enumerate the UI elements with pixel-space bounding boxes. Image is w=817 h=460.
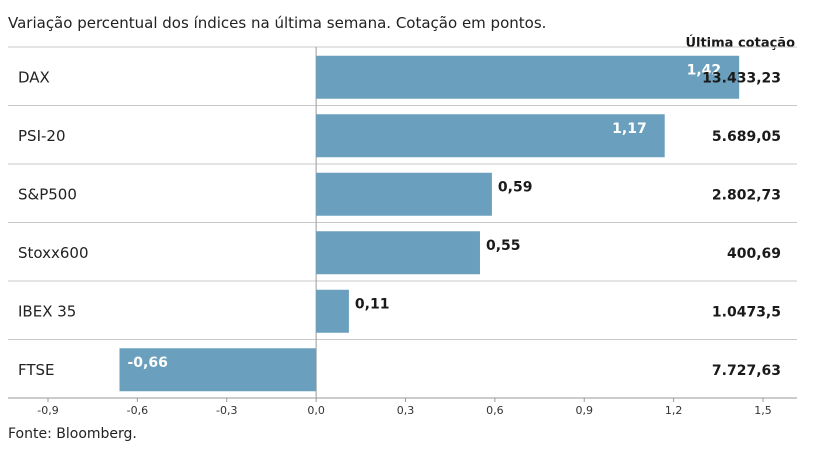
value-label: -0,66 <box>128 355 168 371</box>
source-footer: Fonte: Bloomberg. <box>8 426 137 442</box>
x-tick-label: -0,6 <box>127 404 148 417</box>
bar <box>119 348 317 392</box>
value-label: 0,59 <box>498 179 533 195</box>
x-tick-label: -0,3 <box>216 404 237 417</box>
bar <box>316 289 349 333</box>
value-label: 1,17 <box>612 121 647 137</box>
quote-value: 400,69 <box>727 246 781 262</box>
category-label: FTSE <box>18 361 55 379</box>
category-label: PSI-20 <box>18 127 66 145</box>
value-label: 0,11 <box>355 296 390 312</box>
x-tick-label: 1,2 <box>665 404 683 417</box>
bar <box>316 55 740 99</box>
bar <box>316 231 480 275</box>
quote-value: 13.433,23 <box>702 70 781 86</box>
bar <box>316 172 492 216</box>
quote-value: 1.0473,5 <box>712 304 781 320</box>
category-label: S&P500 <box>18 185 77 203</box>
x-tick-label: -0,9 <box>37 404 58 417</box>
x-tick-label: 0,0 <box>307 404 325 417</box>
x-tick-label: 0,3 <box>397 404 415 417</box>
x-tick-label: 0,9 <box>576 404 594 417</box>
category-label: IBEX 35 <box>18 302 76 320</box>
value-label: 0,55 <box>486 238 521 254</box>
quote-value: 5.689,05 <box>712 129 781 145</box>
category-label: DAX <box>18 68 50 86</box>
x-tick-label: 1,5 <box>754 404 772 417</box>
quote-column-header: Última cotação <box>685 35 795 51</box>
quote-value: 2.802,73 <box>712 187 781 203</box>
quote-value: 7.727,63 <box>712 363 781 379</box>
chart-subtitle: Variação percentual dos índices na últim… <box>8 14 547 32</box>
x-tick-label: 0,6 <box>486 404 504 417</box>
value-label: 1,42 <box>687 62 722 78</box>
category-label: Stoxx600 <box>18 244 89 262</box>
bar <box>316 114 665 158</box>
